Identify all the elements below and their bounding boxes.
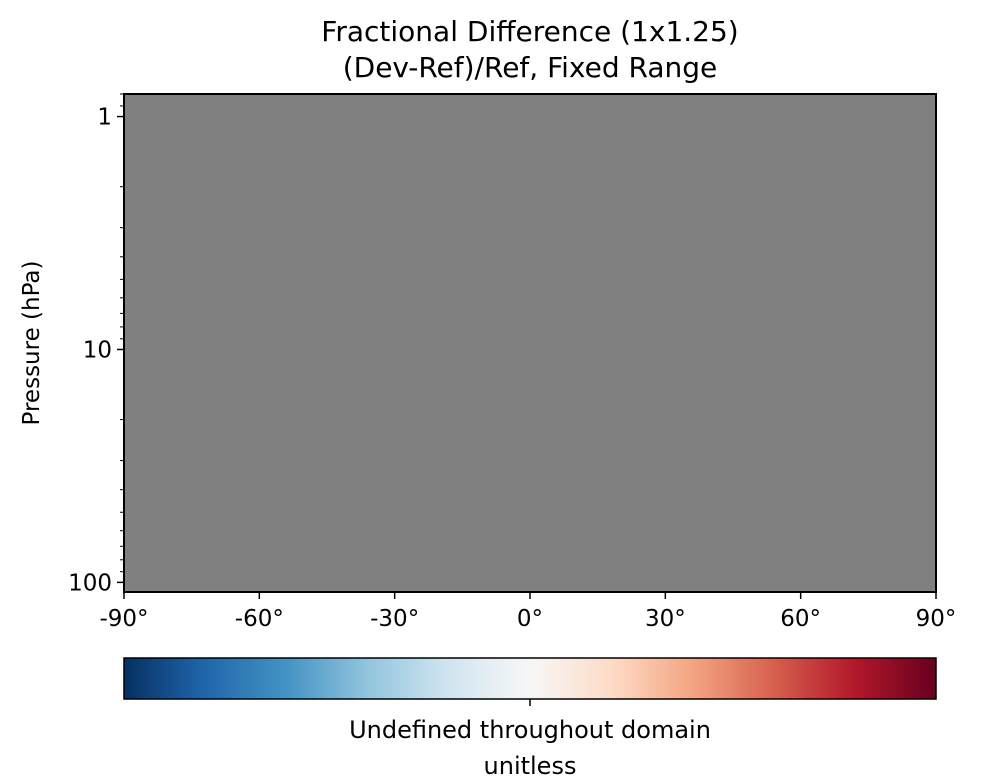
colorbar [123,657,937,700]
plot-field [124,94,936,592]
y-tick-label: 1 [97,105,112,131]
x-tick-label: -90° [99,606,148,632]
x-tick-label: -30° [370,606,419,632]
chart-title: Fractional Difference (1x1.25) [321,15,738,48]
chart-subtitle: (Dev-Ref)/Ref, Fixed Range [343,51,718,84]
x-tick-label: 0° [517,606,543,632]
y-axis-label: Pressure (hPa) [19,261,45,426]
colorbar-label-line1: Undefined throughout domain [349,716,711,744]
x-tick-label: -60° [235,606,284,632]
y-axis: 1 10 100 [68,93,124,596]
y-tick-label: 100 [68,570,112,596]
y-tick-label: 10 [83,337,112,363]
x-tick-label: 90° [916,606,957,632]
x-axis: -90° -60° -30° 0° 30° 60° 90° [99,592,956,632]
x-tick-label: 60° [780,606,821,632]
x-tick-label: 30° [645,606,686,632]
colorbar-label-line2: unitless [484,752,577,779]
